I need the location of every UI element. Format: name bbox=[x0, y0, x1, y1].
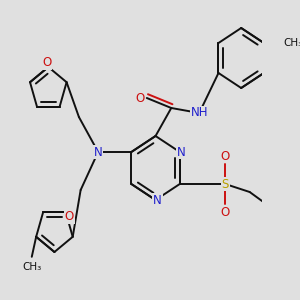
Text: O: O bbox=[220, 206, 230, 218]
Text: N: N bbox=[177, 146, 186, 158]
Text: CH₃: CH₃ bbox=[22, 262, 41, 272]
Text: NH: NH bbox=[190, 106, 208, 119]
Text: O: O bbox=[42, 56, 51, 70]
Text: S: S bbox=[221, 178, 229, 190]
Text: O: O bbox=[64, 210, 74, 223]
Text: CH₃: CH₃ bbox=[283, 38, 300, 48]
Text: O: O bbox=[220, 149, 230, 163]
Text: N: N bbox=[94, 146, 103, 158]
Text: N: N bbox=[153, 194, 162, 206]
Text: O: O bbox=[135, 92, 144, 104]
